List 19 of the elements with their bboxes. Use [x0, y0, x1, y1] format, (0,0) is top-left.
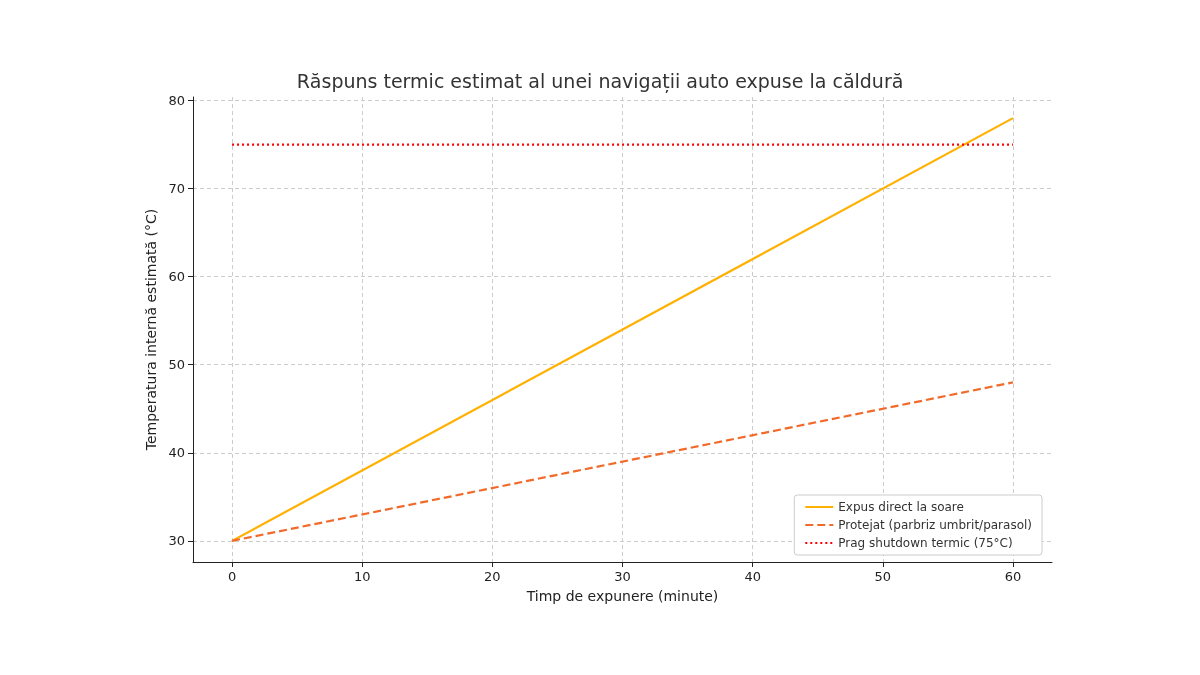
- x-tick-label: 0: [227, 569, 237, 584]
- x-tick-label: 20: [484, 569, 501, 584]
- y-tick-label: 30: [168, 533, 185, 549]
- y-tick-label: 80: [168, 93, 185, 109]
- legend-label: Expus direct la soare: [838, 500, 964, 514]
- chart-title: Răspuns termic estimat al unei navigații auto expuse la căldură: [296, 69, 904, 93]
- x-tick-label: 40: [744, 569, 761, 584]
- legend-label: Prag shutdown termic (75°C): [838, 536, 1013, 550]
- x-tick-label: 50: [874, 569, 892, 584]
- x-tick-label: 10: [353, 569, 371, 584]
- legend-label: Protejat (parbriz umbrit/parasol): [838, 518, 1033, 532]
- x-tick-label: 30: [614, 569, 631, 584]
- x-axis-title: Timp de expunere (minute): [525, 588, 719, 604]
- y-tick-label: 70: [168, 181, 185, 197]
- y-axis-title: Temperatura internă estimată (°C): [142, 208, 159, 452]
- y-tick-label: 50: [168, 357, 185, 373]
- y-tick-label: 60: [168, 269, 185, 285]
- y-tick-label: 40: [168, 445, 185, 461]
- x-tick-label: 60: [1004, 569, 1022, 584]
